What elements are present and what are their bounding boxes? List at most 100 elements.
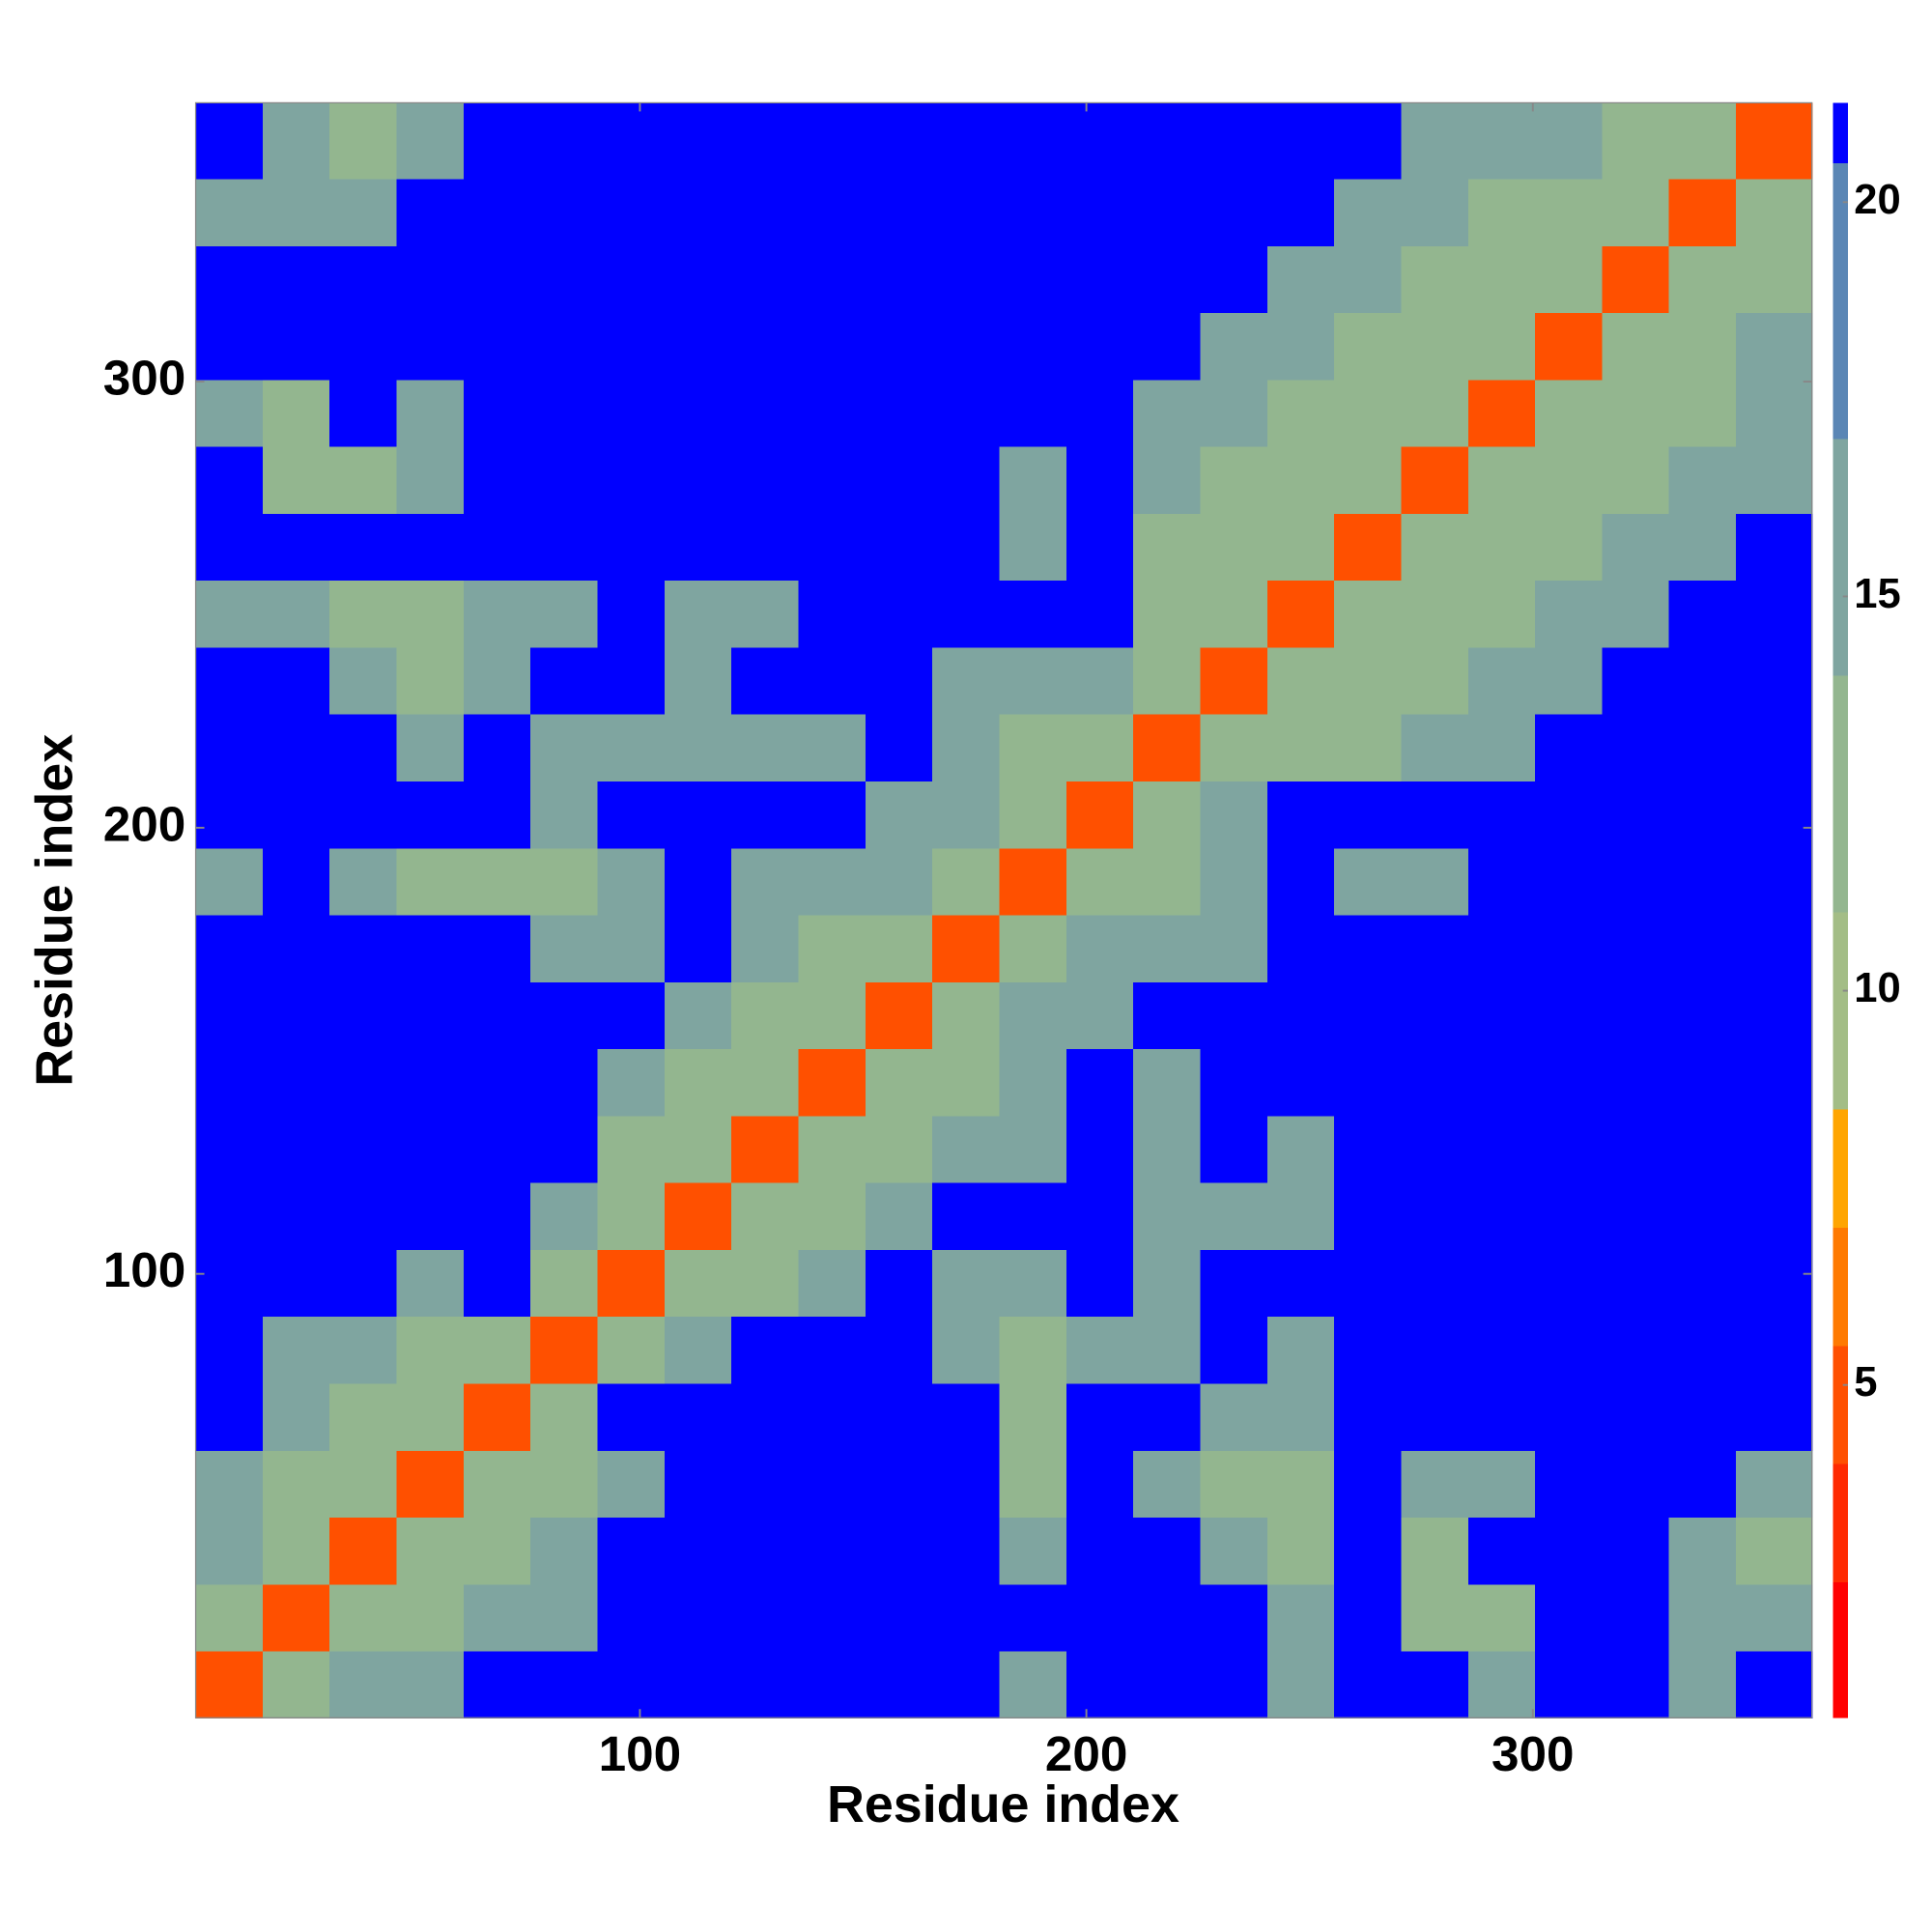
heatmap-cell: [798, 1249, 867, 1318]
heatmap-cell: [1668, 379, 1737, 447]
heatmap-cell: [999, 379, 1067, 447]
heatmap-cell: [664, 1382, 732, 1451]
colorbar-segment: [1833, 102, 1848, 163]
heatmap-cell: [731, 714, 800, 782]
heatmap-cell: [731, 1382, 800, 1451]
heatmap-cell: [1266, 981, 1335, 1050]
heatmap-cell: [530, 847, 599, 916]
heatmap-cell: [1736, 245, 1813, 314]
heatmap-cell: [1668, 446, 1737, 514]
heatmap-cell: [1602, 847, 1670, 916]
heatmap-cell: [865, 1517, 933, 1585]
heatmap-cell: [664, 847, 732, 916]
heatmap-cell: [798, 1517, 867, 1585]
heatmap-cell: [999, 446, 1067, 514]
heatmap-cell: [664, 1650, 732, 1719]
heatmap-cell: [664, 781, 732, 849]
heatmap-cell: [999, 1382, 1067, 1451]
heatmap-cell: [1602, 646, 1670, 715]
heatmap-cell: [1467, 1249, 1536, 1318]
heatmap-cell: [1401, 847, 1469, 916]
heatmap-cell: [1668, 580, 1737, 648]
heatmap-cell: [463, 1650, 531, 1719]
heatmap-cell: [262, 513, 330, 582]
heatmap-cell: [329, 781, 398, 849]
heatmap-cell: [865, 1249, 933, 1318]
heatmap-cell: [664, 914, 732, 982]
heatmap-cell: [262, 714, 330, 782]
heatmap-cell: [664, 646, 732, 715]
heatmap-cell: [262, 1517, 330, 1585]
heatmap-cell: [262, 1382, 330, 1451]
heatmap-cell: [1200, 178, 1268, 246]
heatmap-cell: [1736, 513, 1813, 582]
heatmap-cell: [195, 1583, 264, 1652]
heatmap-cell: [1200, 446, 1268, 514]
heatmap-cell: [530, 714, 599, 782]
heatmap-cell: [1200, 312, 1268, 381]
heatmap-cell: [1736, 981, 1813, 1050]
heatmap-cell: [932, 646, 1001, 715]
heatmap-cell: [1133, 1650, 1202, 1719]
heatmap-cell: [731, 1048, 800, 1117]
heatmap-cell: [463, 1517, 531, 1585]
heatmap-cell: [262, 981, 330, 1050]
heatmap-cell: [664, 1517, 732, 1585]
x-tick-label: 200: [1045, 1726, 1128, 1781]
heatmap-cell: [1602, 178, 1670, 246]
heatmap-cell: [731, 781, 800, 849]
heatmap-cell: [865, 312, 933, 381]
heatmap-cell: [396, 178, 465, 246]
heatmap-cell: [597, 312, 666, 381]
heatmap-cell: [1535, 1249, 1604, 1318]
colorbar-segment: [1833, 1463, 1848, 1583]
heatmap-cell: [798, 981, 867, 1050]
heatmap-cell: [1334, 646, 1403, 715]
x-tick-label: 100: [599, 1726, 682, 1781]
heatmap-cell: [597, 1249, 666, 1318]
heatmap-cell: [1133, 847, 1202, 916]
heatmap-cell: [1668, 1115, 1737, 1183]
heatmap-cell: [1065, 178, 1134, 246]
heatmap-cell: [597, 178, 666, 246]
heatmap-cell: [530, 1115, 599, 1183]
heatmap-cell: [597, 1382, 666, 1451]
heatmap-cell: [530, 312, 599, 381]
heatmap-cell: [865, 245, 933, 314]
heatmap-cell: [664, 102, 732, 180]
heatmap-cell: [1467, 847, 1536, 916]
heatmap-cell: [1401, 312, 1469, 381]
x-tick-label: 300: [1492, 1726, 1575, 1781]
heatmap-cell: [1467, 1517, 1536, 1585]
heatmap-cell: [1467, 513, 1536, 582]
heatmap-cell: [1200, 914, 1268, 982]
heatmap-cell: [1668, 781, 1737, 849]
heatmap-cell: [1535, 379, 1604, 447]
colorbar-tick-label: 20: [1854, 177, 1900, 223]
heatmap-cell: [1133, 781, 1202, 849]
heatmap-cell: [1200, 981, 1268, 1050]
heatmap-cell: [329, 1249, 398, 1318]
heatmap-cell: [195, 981, 264, 1050]
heatmap-cell: [195, 1048, 264, 1117]
heatmap-cell: [1668, 847, 1737, 916]
heatmap-cell: [798, 1316, 867, 1384]
heatmap-cell: [530, 1182, 599, 1250]
heatmap-cell: [195, 312, 264, 381]
heatmap-cell: [1334, 1382, 1403, 1451]
heatmap-cell: [1200, 102, 1268, 180]
heatmap-cell: [932, 513, 1001, 582]
heatmap-cell: [530, 1517, 599, 1585]
heatmap-cell: [798, 178, 867, 246]
heatmap-cell: [798, 446, 867, 514]
y-axis-label: Residue index: [25, 734, 83, 1087]
heatmap-cell: [1535, 580, 1604, 648]
heatmap-cell: [262, 1650, 330, 1719]
heatmap-cell: [1401, 379, 1469, 447]
heatmap-cell: [329, 245, 398, 314]
heatmap-cell: [664, 312, 732, 381]
heatmap-cell: [396, 1115, 465, 1183]
heatmap-cell: [262, 379, 330, 447]
heatmap-cell: [1736, 379, 1813, 447]
x-axis-label: Residue index: [827, 1776, 1179, 1833]
